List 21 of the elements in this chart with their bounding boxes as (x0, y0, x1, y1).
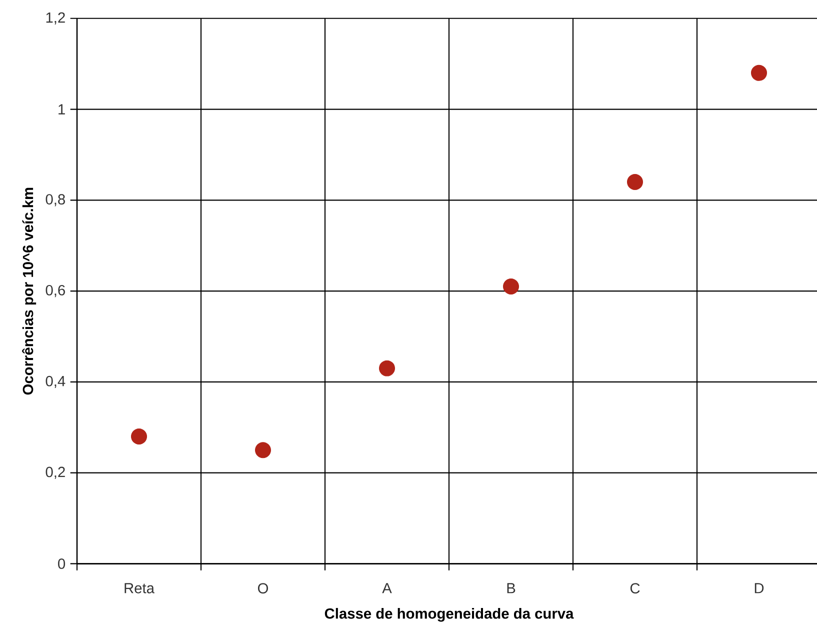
x-axis-title: Classe de homogeneidade da curva (324, 608, 574, 622)
point (255, 442, 272, 458)
point (626, 174, 643, 190)
x-tick-label: B (507, 583, 516, 594)
point (131, 428, 148, 444)
x-tick-label: O (258, 583, 268, 594)
y-tick-label: 1,2 (46, 12, 65, 24)
y-tick-label: 0,6 (46, 285, 65, 298)
x-tick-label: A (382, 583, 392, 594)
point (378, 360, 396, 376)
point (503, 278, 520, 295)
y-tick-label: 0,4 (46, 376, 66, 388)
x-tick-label: C (630, 583, 640, 594)
y-tick-label: 0 (58, 558, 66, 569)
y-tick-label: 0,2 (46, 466, 65, 479)
x-tick-label: Reta (124, 583, 154, 594)
y-tick-label: 0,8 (46, 194, 65, 206)
y-axis-title: Ocorrências por 10^6 veíc.km (22, 188, 36, 395)
y-tick-label: 1 (58, 104, 65, 114)
point (750, 64, 767, 81)
x-tick-label: D (754, 583, 764, 594)
